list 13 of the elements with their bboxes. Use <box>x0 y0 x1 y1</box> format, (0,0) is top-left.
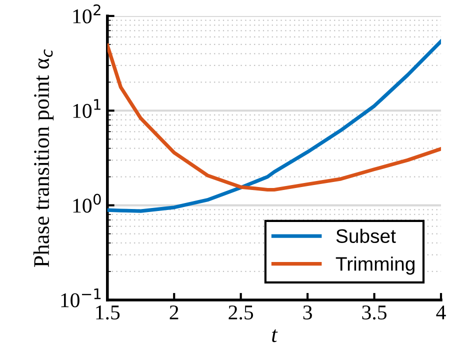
y-tick-label: 10$^{1}$ <box>73 99 100 118</box>
x-tick-label: 4 <box>436 306 446 320</box>
x-tick-label: 1.5 <box>96 306 120 320</box>
x-axis-title: t <box>272 329 278 342</box>
x-tick-label: 3.5 <box>362 305 386 320</box>
y-tick-label: 10$^{0}$ <box>73 194 101 213</box>
x-tick-label: 2 <box>170 305 178 320</box>
legend-label: Subset <box>336 228 396 244</box>
y-axis-title: Phase transition point α$_{c}$ <box>33 49 54 268</box>
y-tick-label: 10$^{2}$ <box>73 4 100 24</box>
x-tick-label: 2.5 <box>228 305 254 320</box>
legend-label: Trimming <box>336 256 414 275</box>
x-tick-label: 3 <box>303 305 312 320</box>
